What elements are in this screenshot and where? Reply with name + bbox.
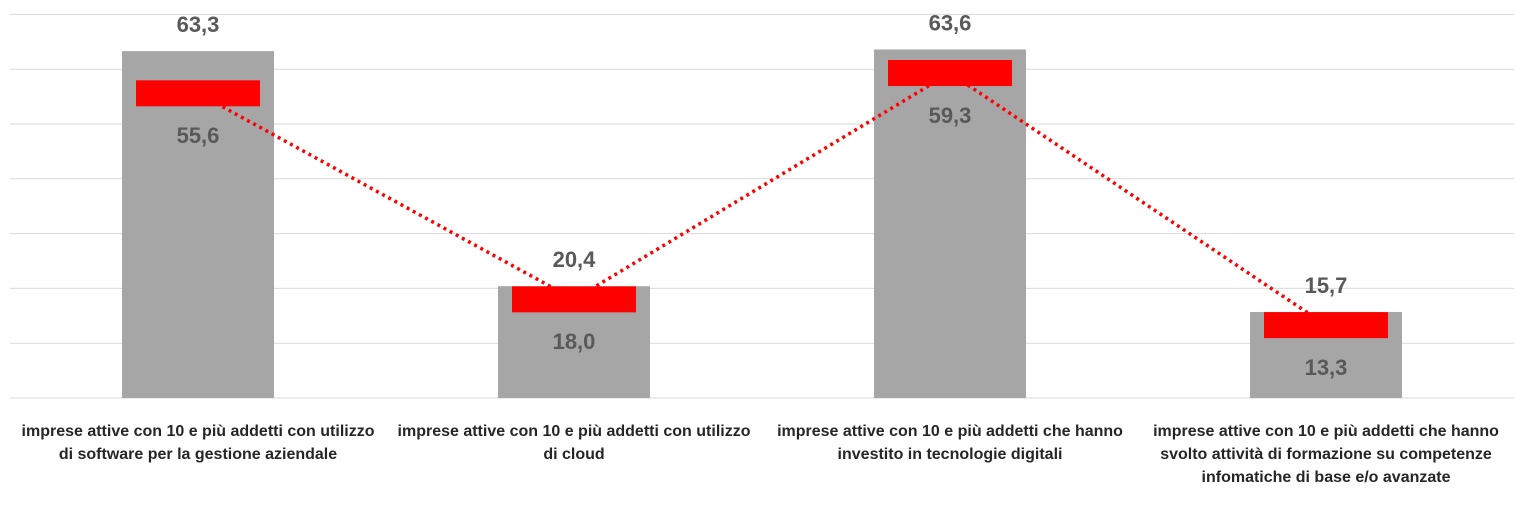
data-label: 63,3 [177, 12, 220, 37]
marker [1264, 312, 1388, 339]
data-label: 13,3 [1305, 355, 1348, 380]
data-label: 55,6 [177, 123, 220, 148]
x-tick-label: imprese attive con 10 e più addetti che … [1153, 423, 1499, 486]
bar [874, 49, 1026, 399]
trend-line [197, 70, 1327, 327]
marker [512, 286, 636, 313]
marker [136, 80, 260, 107]
x-tick-label: imprese attive con 10 e più addetti con … [397, 423, 751, 463]
data-label: 20,4 [553, 247, 597, 272]
x-tick-label: imprese attive con 10 e più addetti con … [21, 423, 375, 463]
bar [122, 51, 274, 399]
data-label: 59,3 [929, 103, 972, 128]
marker [888, 60, 1012, 87]
data-label: 18,0 [553, 329, 596, 354]
data-label: 15,7 [1305, 273, 1348, 298]
data-label: 63,6 [929, 10, 972, 35]
x-tick-label: imprese attive con 10 e più addetti che … [777, 423, 1123, 463]
